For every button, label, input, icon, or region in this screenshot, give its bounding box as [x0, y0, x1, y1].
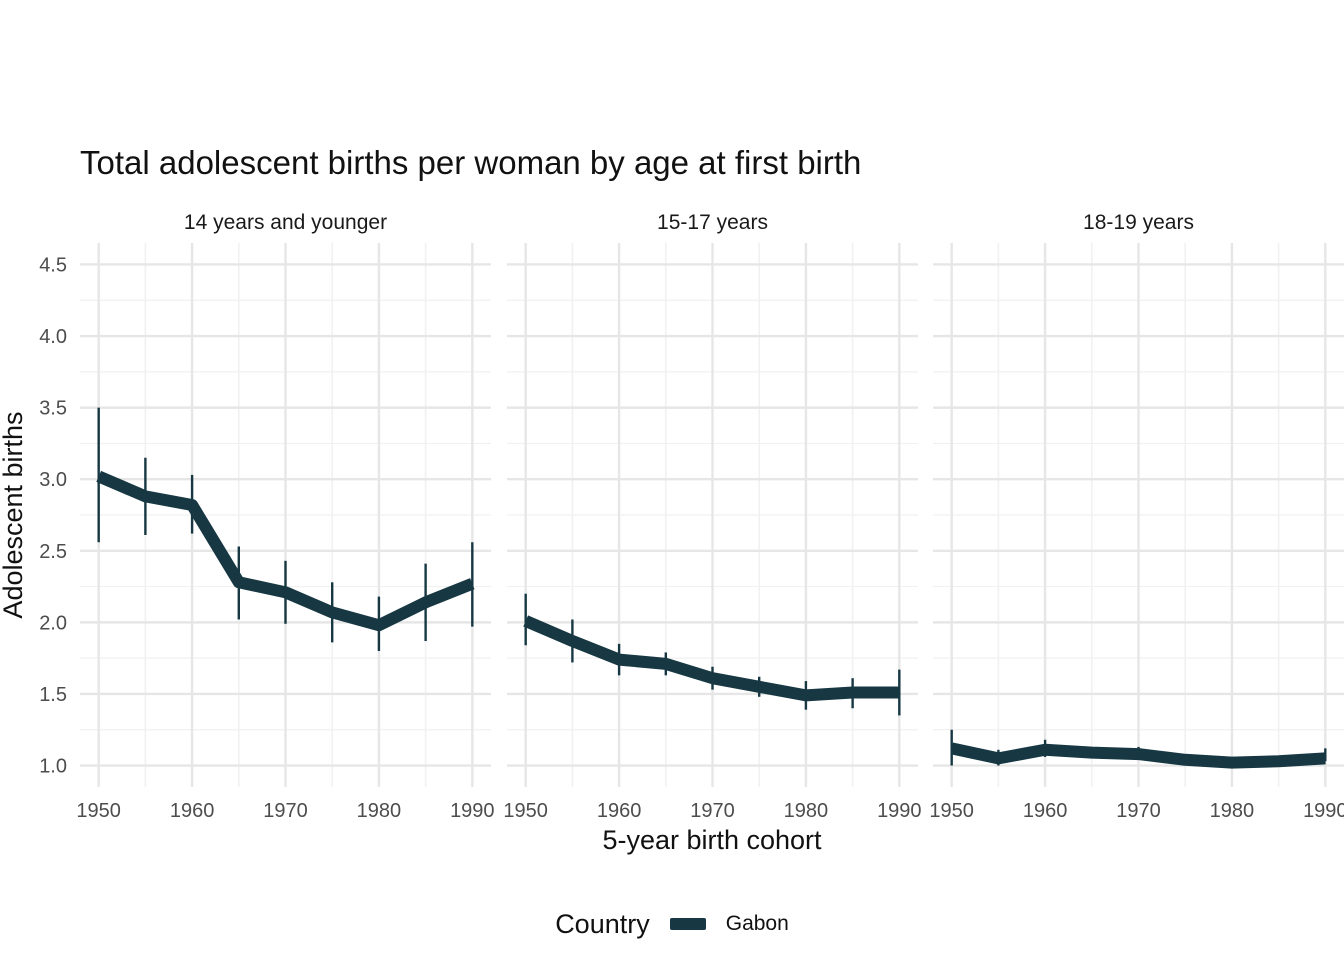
x-tick-label: 1970 — [690, 800, 735, 822]
x-tick-label: 1950 — [76, 800, 121, 822]
y-axis-ticks: 1.0 1.5 2.0 2.5 3.0 3.5 4.0 4.5 — [39, 254, 67, 777]
x-tick-label: 1980 — [357, 800, 402, 822]
x-tick-label: 1980 — [1210, 800, 1255, 822]
x-tick-label: 1990 — [877, 800, 922, 822]
y-tick-label: 2.0 — [39, 612, 67, 634]
x-tick-label: 1960 — [1023, 800, 1068, 822]
chart-title: Total adolescent births per woman by age… — [80, 144, 862, 181]
x-tick-label: 1990 — [450, 800, 495, 822]
x-tick-label: 1950 — [503, 800, 548, 822]
x-tick-label: 1970 — [1116, 800, 1161, 822]
y-axis-label: Adolescent births — [0, 411, 28, 618]
x-tick-label: 1960 — [170, 800, 215, 822]
y-tick-label: 3.0 — [39, 469, 67, 491]
y-tick-label: 4.5 — [39, 254, 67, 276]
legend-label-gabon: Gabon — [725, 912, 789, 935]
facet-label: 18-19 years — [1083, 211, 1194, 234]
legend: Country Gabon — [0, 900, 1344, 948]
panel-15-17-years: 15-17 years 1950 1960 1970 1980 1990 — [503, 211, 921, 822]
panels-layer: 14 years and younger 1950 1960 1970 1980 1990… — [76, 211, 1344, 822]
x-tick-label: 1970 — [263, 800, 308, 822]
y-tick-label: 3.5 — [39, 398, 67, 420]
x-axis-label: 5-year birth cohort — [602, 825, 822, 855]
x-tick-label: 1980 — [784, 800, 829, 822]
y-tick-label: 4.0 — [39, 326, 67, 348]
x-tick-label: 1960 — [597, 800, 642, 822]
panel-18-19-years: 18-19 years 1950 1960 1970 1980 1990 — [929, 211, 1344, 822]
x-tick-label: 1990 — [1303, 800, 1344, 822]
facet-label: 15-17 years — [657, 211, 768, 234]
y-tick-label: 2.5 — [39, 541, 67, 563]
panel-14-years-and-younger: 14 years and younger 1950 1960 1970 1980 1990 — [76, 211, 494, 822]
y-tick-label: 1.5 — [39, 684, 67, 706]
facet-label: 14 years and younger — [184, 211, 387, 234]
legend-key-gabon — [669, 918, 706, 930]
y-tick-label: 1.0 — [39, 756, 67, 778]
chart-area: 14 years and younger 1950 1960 1970 1980 1990… — [0, 211, 1344, 855]
legend-title: Country — [555, 908, 650, 939]
x-tick-label: 1950 — [929, 800, 974, 822]
